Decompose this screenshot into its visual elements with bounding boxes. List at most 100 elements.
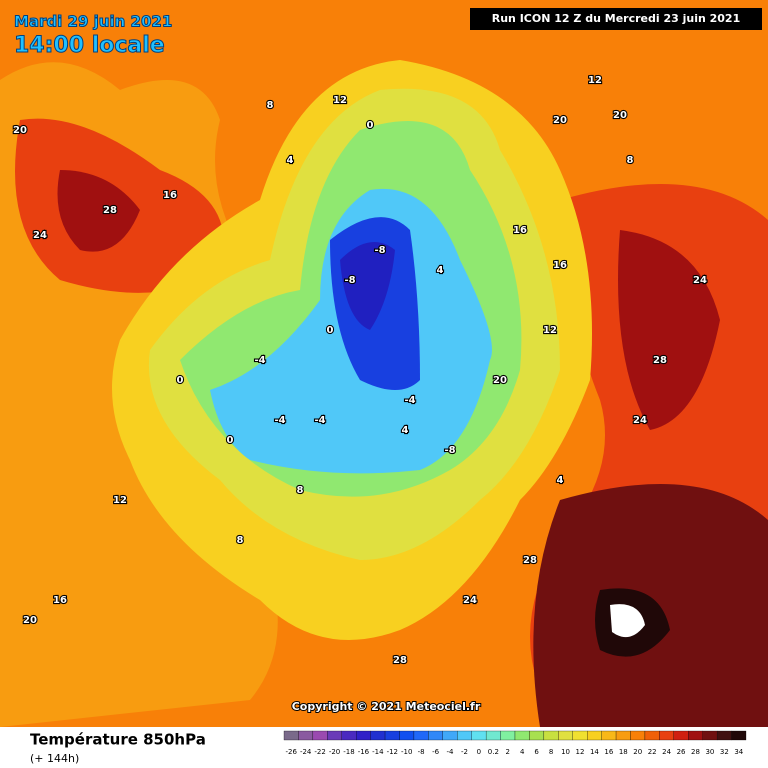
map-label: 28 <box>653 355 667 366</box>
map-label: 16 <box>513 225 527 236</box>
legend-swatch <box>716 730 732 741</box>
footer-lead: (+ 144h) <box>30 752 79 765</box>
map-label: 4 <box>557 475 564 486</box>
legend-swatch <box>283 730 299 741</box>
legend-label: -24 <box>300 748 312 756</box>
legend-label: -4 <box>447 748 455 756</box>
legend-label: 20 <box>633 748 642 756</box>
legend-label: -18 <box>343 748 354 756</box>
map-label: -4 <box>314 415 325 426</box>
legend-swatch <box>659 730 674 741</box>
legend-label: -6 <box>432 748 440 756</box>
map-label: -8 <box>344 275 355 286</box>
legend-label: 4 <box>520 748 525 756</box>
legend-label: 2 <box>506 748 510 756</box>
color-legend: -26 -24 -22 -20 -18 -16 -14 -12 -10 -8 -6 -4 -2 0 0.2 2… <box>283 730 747 756</box>
legend-label: -20 <box>329 748 340 756</box>
legend-label: 16 <box>604 748 613 756</box>
legend-label: 26 <box>677 748 686 756</box>
legend-label: 0.2 <box>488 748 499 756</box>
map-label: 12 <box>588 75 602 86</box>
legend-swatch <box>399 730 415 741</box>
legend-label: -10 <box>401 748 412 756</box>
legend-swatch <box>442 730 458 741</box>
map-label: 0 <box>327 325 334 336</box>
legend-swatch <box>413 730 429 741</box>
legend-swatch <box>615 730 631 741</box>
map-label: 0 <box>227 435 234 446</box>
legend-swatch <box>457 730 472 741</box>
legend-swatch <box>500 730 516 741</box>
map-label: -4 <box>274 415 285 426</box>
legend-label: 0 <box>477 748 481 756</box>
legend-swatch <box>529 730 545 741</box>
legend-label: 32 <box>720 748 729 756</box>
map-label: 16 <box>53 595 67 606</box>
map-label: 16 <box>553 260 567 271</box>
map-label: 4 <box>287 155 294 166</box>
legend-swatch <box>601 730 617 741</box>
map-label: 20 <box>553 115 567 126</box>
legend-swatch <box>485 730 501 741</box>
map-label: 0 <box>177 375 184 386</box>
legend-swatch <box>298 730 314 741</box>
map-label: 8 <box>237 535 244 546</box>
map-label: 12 <box>333 95 347 106</box>
map-label: 20 <box>493 375 507 386</box>
legend-label: -16 <box>358 748 370 756</box>
legend-label: 6 <box>534 748 539 756</box>
map-labels: 20 16 12 8 4 0 -4 -8 24 28 20 16 12 8 4 0 -4 -8 24 28 20 16 12… <box>12 74 708 667</box>
legend-swatch <box>673 730 689 741</box>
map-label: 8 <box>267 100 274 111</box>
legend-label: -12 <box>387 748 398 756</box>
legend-swatch <box>630 730 646 741</box>
legend-label: -26 <box>286 748 298 756</box>
legend-label: -2 <box>461 748 468 756</box>
legend-swatch <box>471 730 487 741</box>
map-label: -4 <box>404 395 415 406</box>
legend-swatch <box>688 730 703 741</box>
legend-label: 22 <box>648 748 657 756</box>
legend-label: 10 <box>561 748 570 756</box>
map-label: 28 <box>103 205 117 216</box>
map-label: 0 <box>367 120 374 131</box>
legend-swatch <box>514 730 530 741</box>
legend-label: 28 <box>691 748 700 756</box>
footer-title: Température 850hPa <box>30 731 206 749</box>
map-label: 12 <box>113 495 127 506</box>
map-label: 8 <box>627 155 634 166</box>
map-label: 16 <box>163 190 177 201</box>
map-label: 24 <box>693 275 707 286</box>
legend-label: 30 <box>705 748 714 756</box>
map-label: 20 <box>613 110 627 121</box>
legend-swatch <box>384 730 400 741</box>
legend-swatch <box>341 730 357 741</box>
date: Mardi 29 juin 2021 <box>14 13 172 31</box>
legend-swatch <box>543 730 559 741</box>
map <box>0 0 768 727</box>
legend-label: 34 <box>734 748 743 756</box>
legend-label: 8 <box>549 748 553 756</box>
run-info: Run ICON 12 Z du Mercredi 23 juin 2021 <box>492 12 741 25</box>
legend-swatch <box>731 730 747 741</box>
legend-label: 18 <box>619 748 628 756</box>
legend-swatch <box>428 730 443 741</box>
legend-swatch <box>312 730 328 741</box>
legend-swatch <box>644 730 660 741</box>
legend-label: 14 <box>590 748 599 756</box>
map-label: 12 <box>543 325 557 336</box>
map-label: 20 <box>23 615 37 626</box>
legend-label: -22 <box>314 748 325 756</box>
map-label: -8 <box>444 445 455 456</box>
copyright: Copyright © 2021 Meteociel.fr <box>292 700 481 713</box>
map-label: 4 <box>402 425 409 436</box>
legend-label: -8 <box>418 748 425 756</box>
legend-swatch <box>572 730 588 741</box>
map-label: 24 <box>463 595 477 606</box>
legend-label: 12 <box>576 748 585 756</box>
legend-label: -14 <box>372 748 384 756</box>
legend-swatch <box>587 730 602 741</box>
legend-swatch <box>558 730 573 741</box>
map-label: 28 <box>523 555 537 566</box>
